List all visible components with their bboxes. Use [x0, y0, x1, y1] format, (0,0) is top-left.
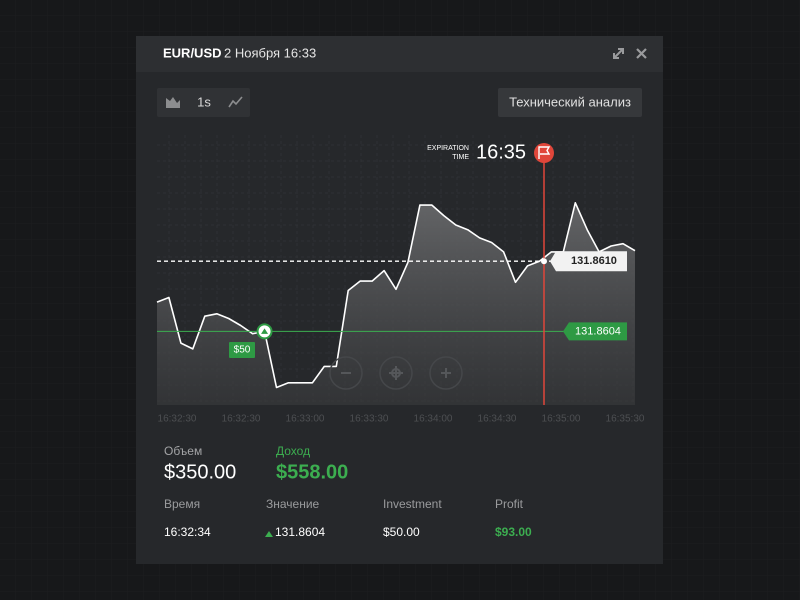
column-header: Investment: [383, 497, 442, 511]
volume-label: Объем: [164, 444, 202, 458]
x-tick-label: 16:32:30: [158, 414, 197, 425]
cell: $50.00: [383, 525, 420, 539]
expand-button[interactable]: [613, 48, 624, 59]
pair: EUR/USD: [163, 45, 222, 60]
x-tick-label: 16:32:30: [222, 414, 261, 425]
cell: 16:32:34: [164, 525, 211, 539]
entry-price-tag: [563, 322, 627, 341]
datetime: 2 Ноября 16:33: [224, 45, 316, 60]
current-price-label: 131.8610: [571, 255, 617, 267]
up-arrow: [265, 531, 273, 537]
entry-price-label: 131.8604: [575, 325, 621, 337]
area-chart-icon[interactable]: [166, 97, 180, 108]
x-tick-label: 16:35:30: [606, 414, 645, 425]
current-point: [541, 258, 547, 265]
zoom-icon: [441, 368, 451, 378]
indicator-icon[interactable]: [228, 96, 243, 108]
bet-tag: [229, 342, 255, 358]
entry-arrow: [261, 328, 269, 334]
x-tick-label: 16:34:30: [478, 414, 517, 425]
zoom-icon: [389, 366, 403, 380]
expiration-time: 16:35: [476, 141, 526, 163]
column-header: Profit: [495, 497, 524, 511]
expiration-label: TIME: [452, 154, 469, 161]
x-tick-label: 16:35:00: [542, 414, 581, 425]
x-tick-label: 16:34:00: [414, 414, 453, 425]
expiration-label: EXPIRATION: [427, 145, 469, 152]
column-header: Значение: [266, 497, 320, 511]
timeframe[interactable]: 1s: [197, 94, 211, 109]
cell: 131.8604: [275, 525, 325, 539]
income: $558.00: [276, 461, 348, 483]
panel-header: [136, 36, 663, 72]
current-price-tag: [550, 251, 627, 272]
toolbar: [157, 88, 250, 117]
x-tick-label: 16:33:30: [350, 414, 389, 425]
zoom-button[interactable]: [379, 356, 413, 390]
zoom-button[interactable]: [329, 356, 363, 390]
plot: 16:32:30 16:32:30 16:33:00 16:33:30 16:34:00…: [156, 135, 645, 425]
area-fill: [157, 202, 635, 405]
close-button[interactable]: [636, 48, 647, 59]
price-line: [156, 202, 636, 389]
column-header: Время: [164, 497, 200, 511]
flag-icon: [538, 146, 551, 159]
analysis-button[interactable]: [498, 88, 642, 117]
income-label: Доход: [276, 444, 310, 458]
x-tick-label: 16:33:00: [286, 414, 325, 425]
cell: $93.00: [495, 525, 532, 539]
volume: $350.00: [164, 461, 236, 483]
zoom-button[interactable]: [429, 356, 463, 390]
bet-label: $50: [234, 345, 251, 356]
analysis-button-label[interactable]: Технический анализ: [509, 94, 631, 109]
expiration-marker: [534, 143, 554, 163]
